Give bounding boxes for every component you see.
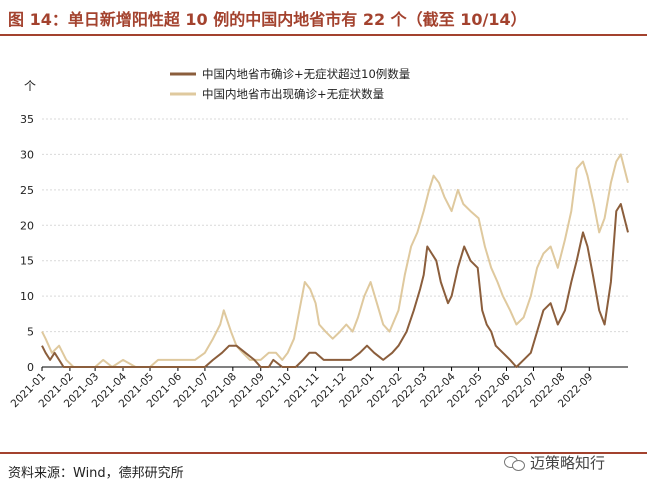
x-axis: 2021-012021-022021-032021-042021-052021-… (9, 367, 595, 410)
y-tick-label: 35 (20, 113, 34, 126)
y-tick-label: 0 (27, 361, 34, 374)
y-tick-label: 30 (20, 148, 34, 161)
y-axis: 0 5 10 15 20 25 30 35 (20, 113, 34, 374)
watermark-text: 迈策略知行 (530, 454, 606, 472)
series-lines (41, 153, 629, 368)
y-tick-label: 25 (20, 184, 34, 197)
title-bar: 图 14：单日新增阳性超 10 例的中国内地省市有 22 个（截至 10/14） (0, 0, 647, 36)
source-note: 资料来源：Wind，德邦研究所 (8, 466, 184, 481)
watermark: 迈策略知行 (504, 452, 605, 473)
series-line-2 (41, 153, 629, 368)
y-tick-label: 5 (27, 326, 34, 339)
y-axis-label: 个 (24, 79, 36, 93)
wechat-icon (504, 455, 526, 471)
grid-lines (42, 118, 628, 368)
figure-title: 图 14：单日新增阳性超 10 例的中国内地省市有 22 个（截至 10/14） (8, 10, 527, 29)
y-tick-label: 20 (20, 219, 34, 232)
legend-label-1: 中国内地省市确诊+无症状超过10例数量 (202, 67, 410, 81)
footer-divider (0, 452, 647, 454)
line-chart: 0 5 10 15 20 25 30 35 2021-012021-022021-032021… (9, 67, 629, 410)
legend-label-2: 中国内地省市出现确诊+无症状数量 (202, 87, 384, 101)
y-tick-label: 15 (20, 255, 34, 268)
y-tick-label: 10 (20, 290, 34, 303)
series-line-1 (41, 203, 629, 368)
